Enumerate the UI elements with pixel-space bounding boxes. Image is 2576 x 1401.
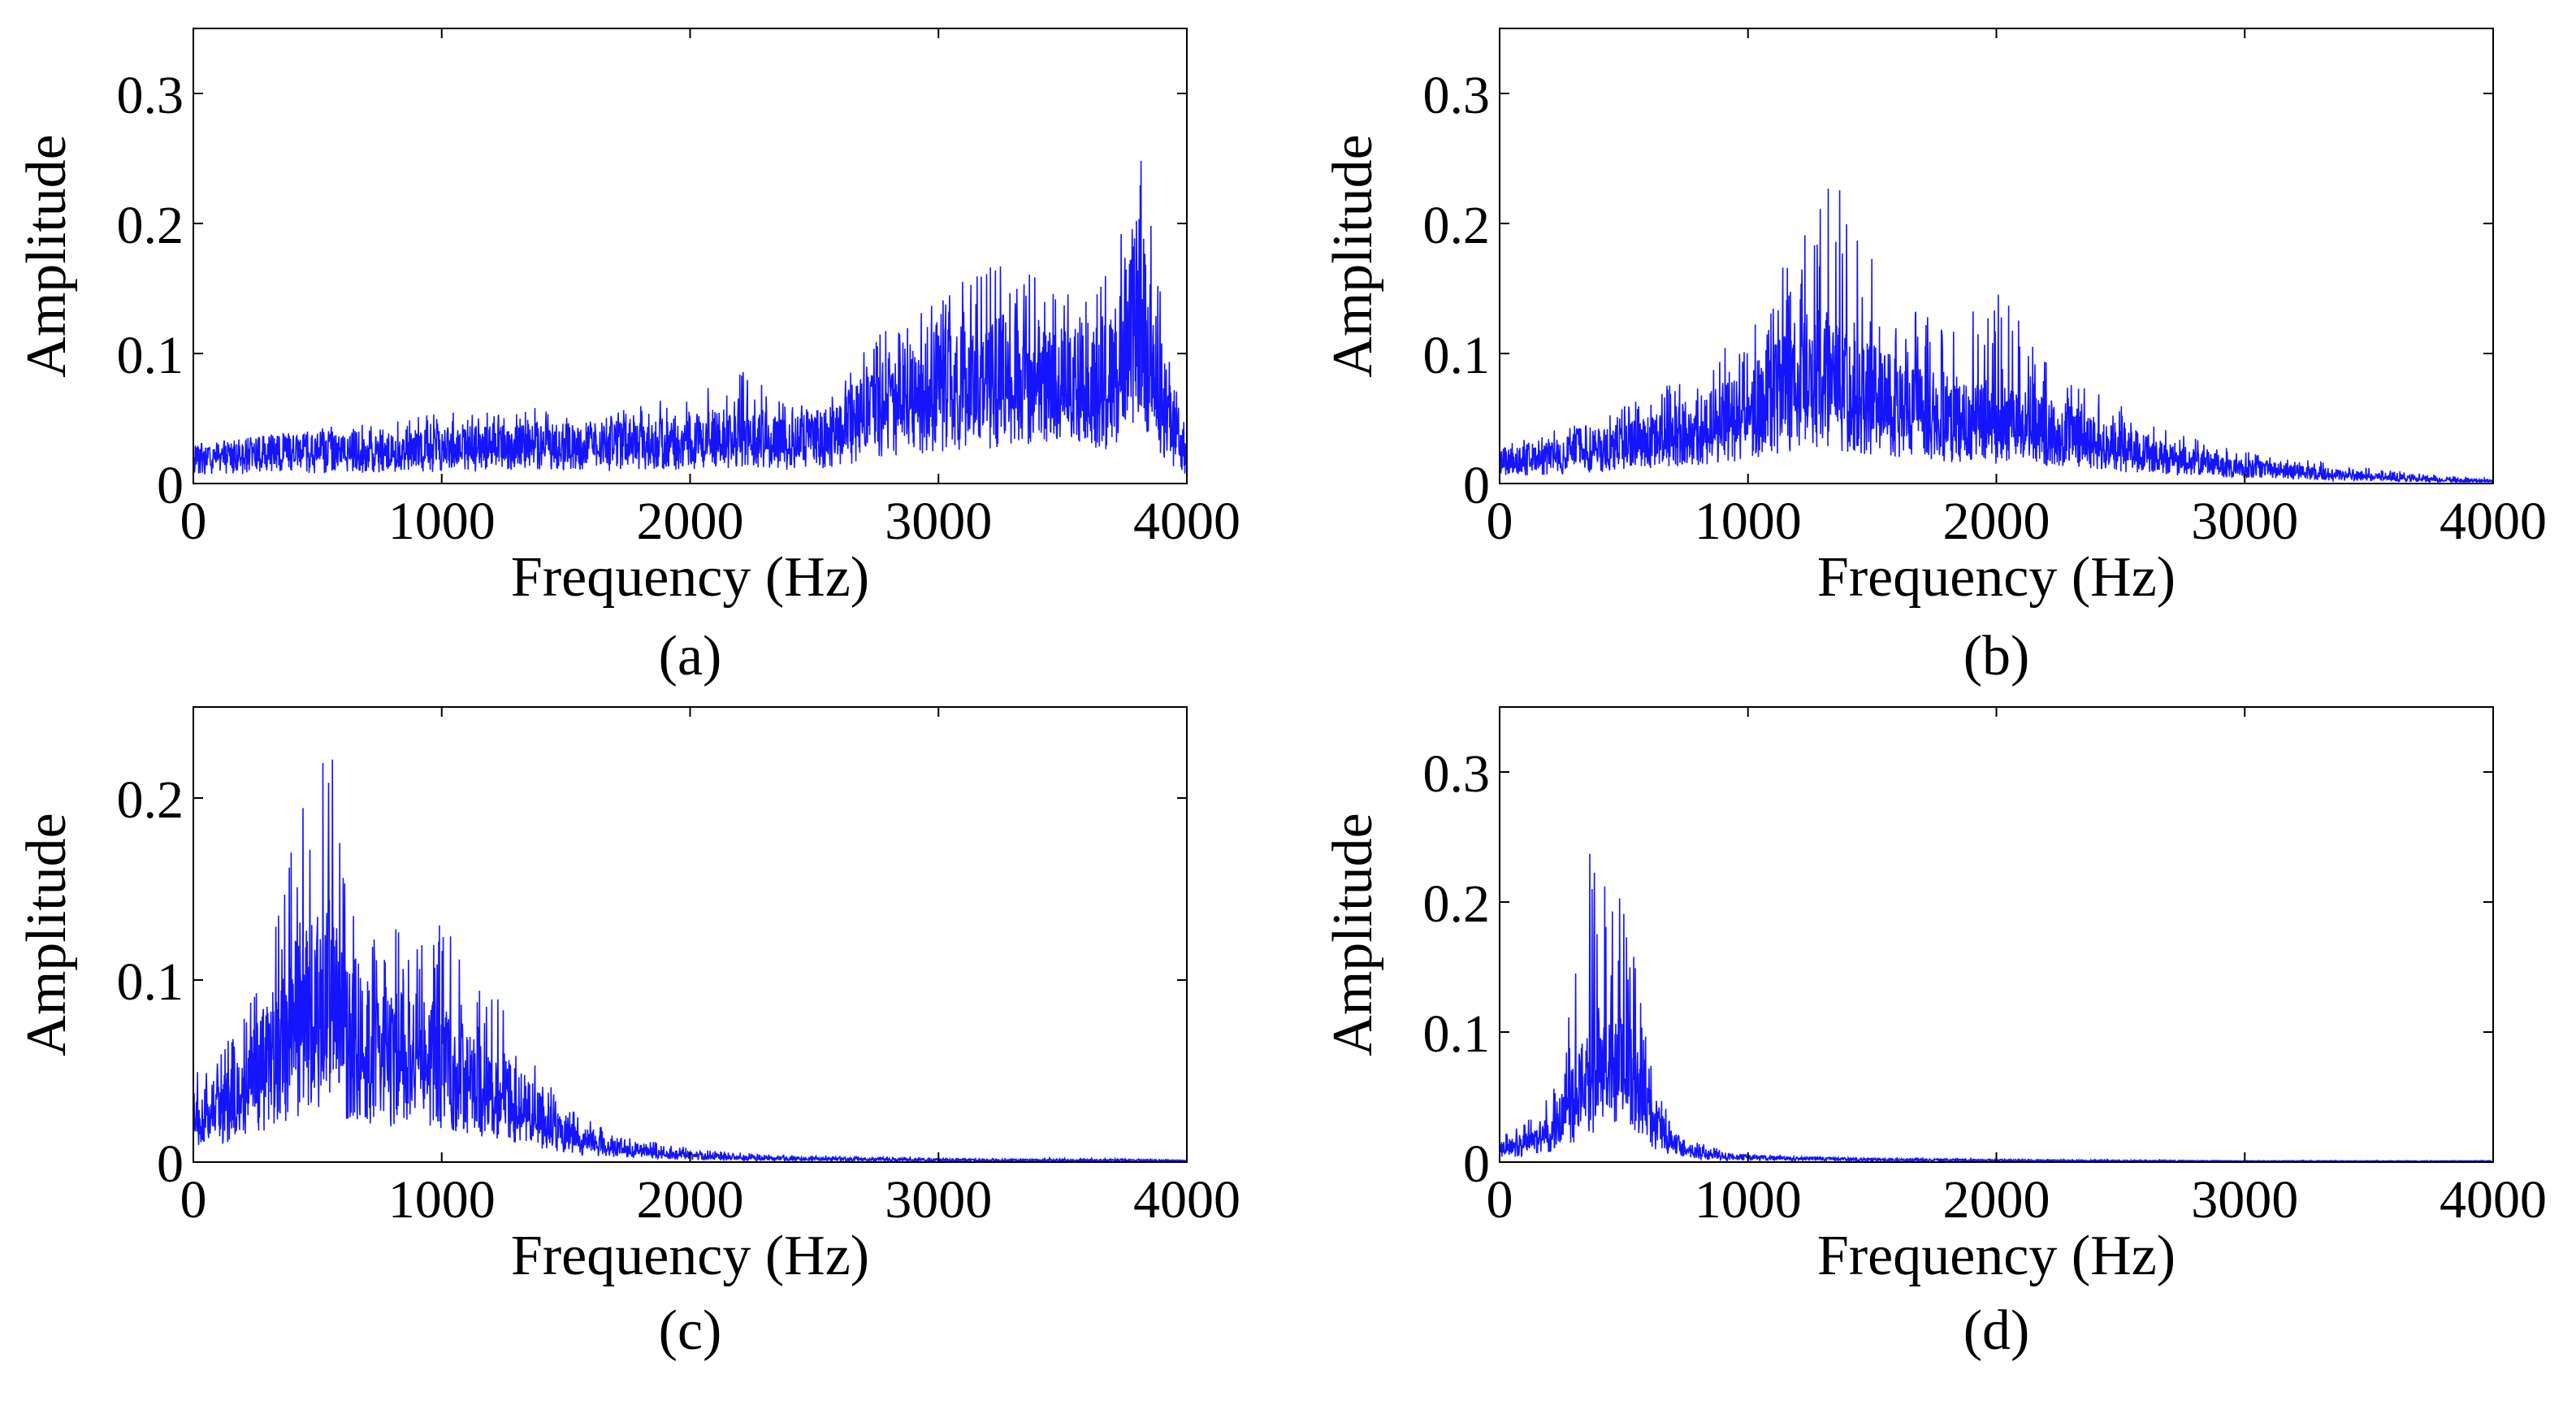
y-tick-label-a: 0.2 — [117, 196, 184, 255]
axes-frame-a — [193, 28, 1188, 484]
y-tick-label-b: 0.2 — [1423, 196, 1491, 255]
x-tick-label-c: 0 — [180, 1170, 207, 1230]
y-tick-label-d: 0.1 — [1423, 1004, 1491, 1064]
panel-d: 0 1000 2000 3000 4000 0 0.1 0.2 0.3 Frequency (Hz… — [1322, 706, 2547, 1362]
x-axis-label-c: Frequency (Hz) — [511, 1225, 869, 1287]
y-tick-label-c: 0 — [157, 1134, 184, 1194]
spectrum-line-a — [193, 160, 1187, 475]
panel-caption-c: (c) — [659, 1299, 722, 1362]
x-tick-label-b: 4000 — [2440, 492, 2547, 551]
y-tick-label-b: 0.3 — [1423, 66, 1491, 125]
x-tick-label-d: 3000 — [2191, 1170, 2298, 1230]
y-tick-label-c: 0.2 — [117, 770, 184, 830]
x-tick-label-a: 0 — [180, 492, 207, 551]
x-tick-label-b: 2000 — [1943, 492, 2050, 551]
x-tick-label-a: 3000 — [885, 492, 992, 551]
x-axis-label-b: Frequency (Hz) — [1817, 546, 2176, 609]
x-tick-label-d: 0 — [1487, 1170, 1513, 1230]
spectrum-line-d — [1500, 853, 2493, 1162]
spectrum-line-c — [193, 759, 1187, 1162]
panel-a: 0 1000 2000 3000 4000 0 0.1 0.2 0.3 Frequency (Hz… — [15, 28, 1240, 687]
x-tick-label-d: 4000 — [2440, 1170, 2547, 1230]
y-tick-label-b: 0 — [1463, 456, 1490, 515]
x-tick-label-b: 3000 — [2191, 492, 2298, 551]
y-tick-label-a: 0 — [157, 456, 184, 515]
spectrum-line-b — [1500, 189, 2493, 484]
y-tick-label-c: 0.1 — [117, 952, 184, 1012]
y-axis-label-b: Amplitude — [1322, 134, 1384, 377]
panel-c: 0 1000 2000 3000 4000 0 0.1 0.2 Frequency (Hz) Am… — [15, 706, 1240, 1362]
y-tick-label-d: 0.3 — [1423, 744, 1491, 804]
y-axis-label-a: Amplitude — [15, 134, 78, 377]
y-axis-label-d: Amplitude — [1322, 813, 1384, 1056]
x-tick-label-d: 2000 — [1943, 1170, 2050, 1230]
x-axis-label-d: Frequency (Hz) — [1817, 1225, 2176, 1287]
y-tick-label-d: 0.2 — [1423, 874, 1491, 934]
x-tick-label-b: 0 — [1487, 492, 1513, 551]
x-tick-label-a: 1000 — [388, 492, 496, 551]
x-tick-label-b: 1000 — [1695, 492, 1802, 551]
x-tick-label-c: 4000 — [1133, 1170, 1240, 1230]
x-tick-label-d: 1000 — [1695, 1170, 1802, 1230]
x-tick-label-a: 2000 — [637, 492, 744, 551]
x-tick-label-a: 4000 — [1133, 492, 1240, 551]
panel-caption-d: (d) — [1963, 1299, 2030, 1362]
x-tick-label-c: 2000 — [637, 1170, 744, 1230]
x-tick-label-c: 3000 — [885, 1170, 992, 1230]
y-axis-label-c: Amplitude — [15, 813, 78, 1056]
panel-caption-b: (b) — [1963, 625, 2030, 687]
x-tick-label-c: 1000 — [388, 1170, 496, 1230]
panel-caption-a: (a) — [659, 625, 722, 687]
y-tick-label-d: 0 — [1463, 1134, 1490, 1194]
panel-b: 0 1000 2000 3000 4000 0 0.1 0.2 0.3 Frequency (Hz… — [1322, 28, 2547, 687]
y-tick-label-a: 0.3 — [117, 66, 184, 125]
x-axis-label-a: Frequency (Hz) — [511, 546, 869, 609]
y-tick-label-a: 0.1 — [117, 326, 184, 385]
y-tick-label-b: 0.1 — [1423, 326, 1491, 385]
